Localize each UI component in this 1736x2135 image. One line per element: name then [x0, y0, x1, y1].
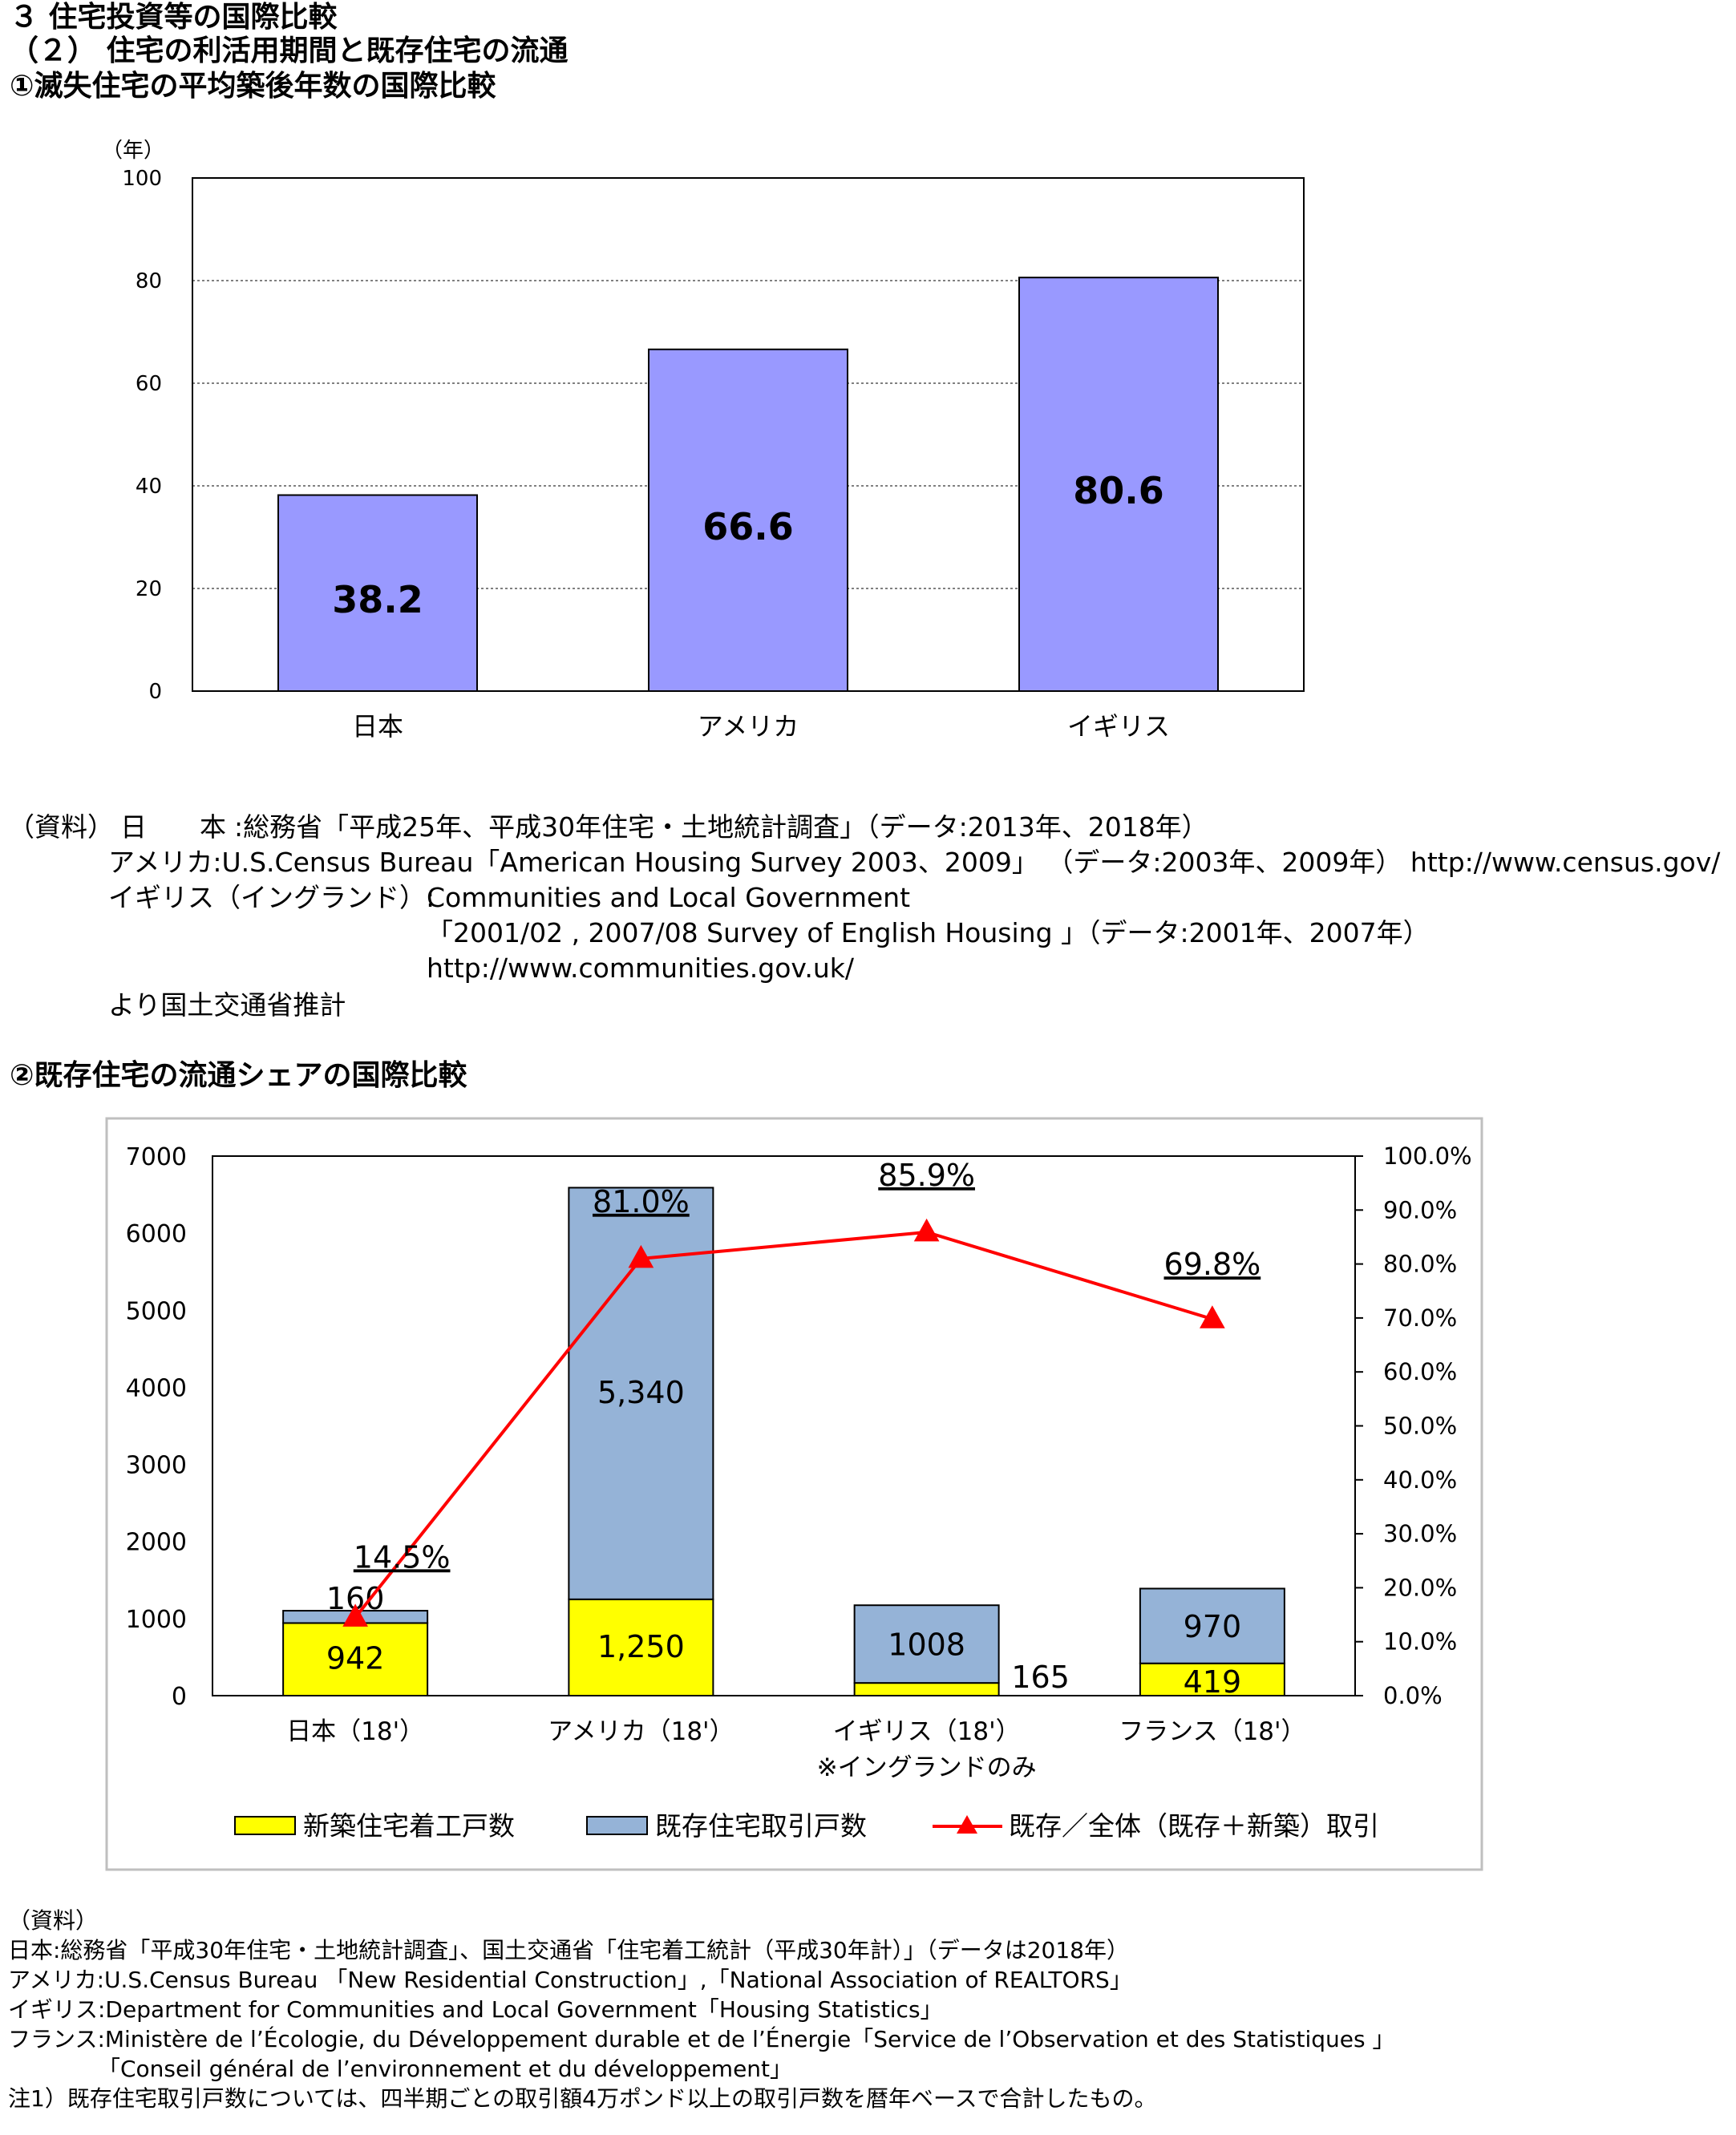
legend-swatch-existing: [586, 1816, 648, 1835]
share-value-label: 81.0%: [593, 1184, 690, 1219]
source1-uk-line2: 「2001/02 , 2007/08 Survey of English Hou…: [427, 917, 1430, 948]
chart1-average-age: 0 20 40 60 80 100 （年） 38.2 日本 66.6 アメリカ 80.6 イギリス: [102, 139, 1305, 742]
legend-label-existing: 既存住宅取引戸数: [655, 1810, 867, 1842]
y2-tick-label: 20.0%: [1383, 1574, 1457, 1601]
x-category-label: 日本: [352, 711, 403, 742]
y-tick-label: 1000: [126, 1606, 187, 1634]
bar-new-construction: [568, 1598, 714, 1696]
legend-marker-share: [957, 1815, 977, 1834]
y2-tick-label: 30.0%: [1383, 1520, 1457, 1547]
y-tick-label: 5000: [126, 1297, 187, 1325]
y2-tick-label: 40.0%: [1383, 1466, 1457, 1494]
y-tick-label: 3000: [126, 1452, 187, 1480]
bar-existing: [1139, 1587, 1285, 1664]
source2-france2: 「Conseil général de l’environnement et d…: [98, 2056, 793, 2082]
value-label-existing: 1008: [888, 1628, 965, 1663]
share-marker: [913, 1218, 940, 1242]
y2-tick-label: 50.0%: [1383, 1413, 1457, 1440]
y2-tick-label: 90.0%: [1383, 1196, 1457, 1223]
y2-tick-label: 0.0%: [1383, 1682, 1443, 1709]
legend-label-new-construction: 新築住宅着工戸数: [303, 1810, 515, 1842]
bar: [1018, 277, 1219, 693]
y-tick-label: 2000: [126, 1529, 187, 1557]
source2-japan: 日本:総務省「平成30年住宅・土地統計調査」、国土交通省「住宅着工統計（平成30…: [8, 1937, 1129, 1963]
x-category-label: イギリス（18'）: [833, 1717, 1021, 1746]
bar: [277, 494, 478, 692]
bar-existing: [853, 1604, 1000, 1684]
source2-usa: アメリカ:U.S.Census Bureau 「New Residential …: [8, 1967, 1132, 1993]
source1-usa: アメリカ:U.S.Census Bureau「American Housing …: [108, 847, 1721, 878]
y-tick-label: 0: [148, 680, 162, 704]
value-label-new: 1,250: [597, 1629, 685, 1664]
y-tick-label: 7000: [126, 1143, 187, 1171]
x-category-label: フランス（18'）: [1119, 1717, 1305, 1746]
y-tick-label: 0: [172, 1683, 187, 1711]
source2-note: 注1）既存住宅取引戸数については、四半期ごとの取引額4万ポンド以上の取引戸数を暦…: [8, 2085, 1157, 2112]
y-tick-label: 80: [136, 269, 162, 293]
share-marker: [1200, 1305, 1225, 1328]
y-tick-label: 6000: [126, 1220, 187, 1248]
source1-japan-text: :総務省「平成25年、平成30年住宅・土地統計調査」（データ:2013年、201…: [234, 811, 1208, 843]
section-heading: ３ 住宅投資等の国際比較: [10, 1, 338, 34]
x-category-label: 日本（18'）: [286, 1717, 424, 1746]
source1-uk-line3: http://www.communities.gov.uk/: [427, 952, 854, 984]
y2-tick-label: 70.0%: [1383, 1304, 1457, 1332]
chart2-existing-share: 0 1000 2000 3000 4000 5000 6000 7000 0.0% 10.0% 20…: [105, 1117, 1483, 1871]
share-line: [354, 1230, 1213, 1619]
source2-uk: イギリス:Department for Communities and Loca…: [8, 1996, 943, 2023]
share-marker: [342, 1603, 368, 1627]
source1-label: （資料）: [8, 811, 114, 843]
y2-tick-label: 60.0%: [1383, 1358, 1457, 1385]
value-label-existing: 5,340: [597, 1375, 685, 1410]
value-label-new: 165: [1011, 1660, 1070, 1695]
share-value-label: 69.8%: [1164, 1247, 1261, 1282]
source1-japan-key: 日 本: [120, 811, 226, 843]
chart1-title: ①滅失住宅の平均築後年数の国際比較: [10, 70, 496, 103]
y-tick-label: 20: [136, 577, 162, 601]
subsection-heading: （２） 住宅の利活用期間と既存住宅の流通: [10, 34, 569, 67]
source1-footer: より国土交通省推計: [108, 989, 346, 1021]
source1-uk-text: Communities and Local Government: [427, 882, 911, 913]
y2-tick-label: 100.0%: [1383, 1142, 1472, 1170]
y-tick-label: 4000: [126, 1374, 187, 1402]
value-label-new: 419: [1184, 1664, 1242, 1700]
y-tick-label: 100: [122, 167, 162, 191]
bar-new-construction: [1139, 1662, 1285, 1696]
x-category-label: アメリカ: [698, 711, 799, 742]
y-axis-unit: （年）: [102, 139, 164, 163]
x-category-note: ※イングランドのみ: [817, 1753, 1037, 1782]
source2-france: フランス:Ministère de l’Écologie, du Dévelop…: [8, 2026, 1395, 2052]
y2-tick-label: 80.0%: [1383, 1251, 1457, 1278]
source2-label: （資料）: [8, 1907, 99, 1934]
x-category-label: イギリス: [1067, 711, 1170, 742]
y2-tick-label: 10.0%: [1383, 1628, 1457, 1656]
value-label-new: 942: [326, 1641, 385, 1676]
bar-value-label: 66.6: [702, 505, 794, 548]
bar: [648, 348, 848, 692]
bar-value-label: 80.6: [1073, 469, 1164, 512]
legend-label-share: 既存／全体（既存＋新築）取引: [1009, 1810, 1379, 1842]
share-marker: [628, 1244, 654, 1268]
legend-swatch-new-construction: [234, 1816, 296, 1835]
x-category-label: アメリカ（18'）: [548, 1717, 734, 1746]
y-tick-label: 40: [136, 475, 162, 499]
bar-new-construction: [853, 1682, 1000, 1696]
chart2-title: ②既存住宅の流通シェアの国際比較: [10, 1059, 467, 1092]
bar-value-label: 38.2: [332, 578, 423, 621]
y-tick-label: 60: [136, 372, 162, 396]
share-value-label: 14.5%: [354, 1539, 451, 1575]
share-value-label: 85.9%: [878, 1158, 975, 1193]
source1-uk-key: イギリス（イングランド）:: [108, 882, 435, 913]
value-label-existing: 970: [1184, 1609, 1242, 1644]
